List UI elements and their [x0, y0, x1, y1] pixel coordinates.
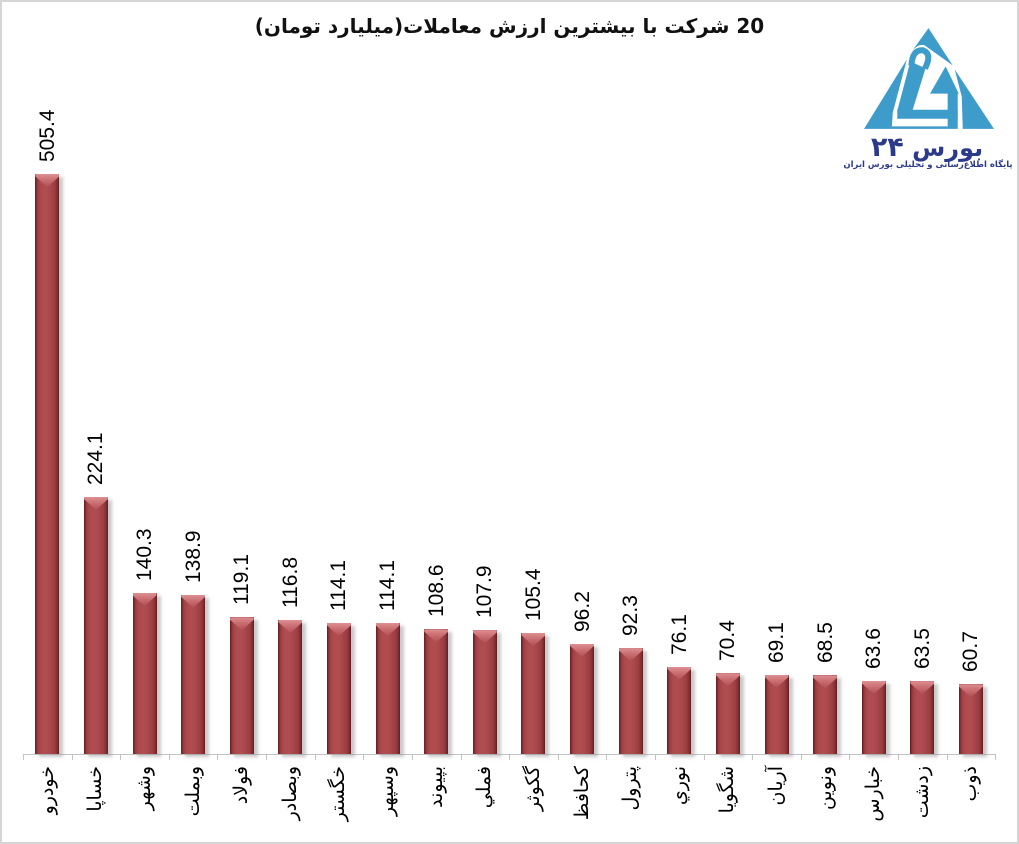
chart-title: 20 شرکت با بیشترین ارزش معاملات(میلیارد …: [254, 14, 765, 38]
bar: [229, 617, 254, 754]
logo-tagline: پایگاه اطلاع‌رسانی و تحلیلی بورس ایران: [843, 160, 1013, 170]
x-axis-tick: [71, 754, 73, 760]
bar-category-label: وبملت: [181, 766, 204, 817]
x-axis-tick: [849, 754, 851, 760]
bar: [181, 594, 206, 754]
bar-category-label: کحافظ: [570, 766, 593, 821]
x-axis-tick: [898, 754, 900, 760]
bar-value-label: 138.9: [181, 530, 205, 583]
bar-category-label: ذوب: [959, 766, 982, 802]
x-axis-tick: [217, 754, 219, 760]
logo-shape: [908, 47, 932, 70]
logo-triangle-icon: [864, 28, 994, 129]
x-axis-tick: [557, 754, 559, 760]
bar: [521, 633, 546, 754]
x-axis-tick: [606, 754, 608, 760]
bar-category-label: نوري: [667, 766, 690, 806]
x-axis-tick: [995, 754, 997, 760]
bar-value-label: 140.3: [133, 528, 157, 581]
bar-value-label: 70.4: [716, 620, 740, 662]
bar: [813, 675, 838, 754]
bar: [83, 496, 108, 754]
bar-value-label: 114.1: [327, 560, 351, 612]
x-axis-tick: [752, 754, 754, 760]
bar: [861, 681, 886, 754]
logo-shape: [864, 59, 907, 129]
bar-value-label: 63.6: [862, 628, 886, 669]
bar: [958, 684, 983, 754]
bar: [35, 174, 60, 754]
bar: [278, 619, 303, 754]
bar-category-label: شگویا: [716, 766, 739, 814]
bar-value-label: 96.2: [570, 590, 594, 632]
x-axis-tick: [509, 754, 511, 760]
bar-category-label: خساپا: [84, 766, 107, 812]
bar-category-label: زدشت: [910, 766, 933, 819]
bar-category-label: گکوثر: [521, 766, 544, 812]
x-axis-tick: [23, 754, 24, 760]
x-axis-tick: [703, 754, 705, 760]
bar: [570, 643, 595, 754]
bar-category-label: وشهر: [133, 766, 156, 811]
x-axis-tick: [460, 754, 462, 760]
bar-category-label: فولاد: [230, 766, 253, 805]
bar-value-label: 92.3: [619, 595, 643, 637]
logo-brand-text: بورس ۲۴: [832, 132, 1017, 164]
bar-value-label: 107.9: [473, 565, 497, 619]
bar-value-label: 116.8: [278, 556, 302, 608]
bar-value-label: 119.1: [230, 554, 254, 606]
logo-shape: [897, 61, 926, 111]
x-axis-tick: [168, 754, 170, 760]
bar-value-label: 224.1: [84, 432, 108, 485]
logo-shape: [891, 126, 948, 129]
bar: [424, 629, 449, 754]
x-axis-tick: [946, 754, 948, 760]
logo-shape: [910, 28, 953, 66]
bar-value-label: 68.5: [813, 622, 837, 664]
bar-category-label: آریان: [765, 766, 788, 806]
bar-value-label: 76.1: [667, 613, 691, 655]
bourse24-logo: [864, 28, 994, 129]
logo-shape: [954, 69, 994, 129]
bar-category-label: بپیوند: [424, 766, 447, 808]
logo-brand-number: ۲۴: [870, 132, 904, 163]
logo-brand-word: بورس: [912, 134, 984, 162]
bar-category-label: خودرو: [35, 766, 58, 815]
logo-shape: [947, 92, 958, 129]
logo-shape: [897, 109, 958, 119]
bar-category-label: ونوین: [813, 766, 836, 811]
bar-category-label: وسپهر: [376, 766, 399, 817]
bar-category-label: پترول: [619, 766, 642, 811]
bar-value-label: 63.5: [910, 628, 934, 670]
bar-category-label: خگستر: [327, 766, 350, 822]
bar: [132, 592, 157, 754]
x-axis-tick: [266, 754, 268, 760]
bar-category-label: خبارس: [862, 766, 885, 822]
bar-value-label: 108.6: [424, 564, 448, 618]
x-axis-tick: [654, 754, 656, 760]
x-axis-tick: [411, 754, 413, 760]
bar: [618, 648, 643, 754]
bar: [910, 681, 935, 754]
x-axis-tick: [800, 754, 802, 760]
logo-shape: [930, 66, 959, 94]
bar: [472, 630, 497, 754]
bar-value-label: 69.1: [765, 621, 789, 663]
x-axis-tick: [363, 754, 365, 760]
bar-value-label: 60.7: [959, 631, 983, 673]
bar-category-label: فملي: [473, 766, 496, 809]
bar: [667, 666, 692, 754]
bar-value-label: 105.4: [521, 568, 545, 622]
bar: [764, 674, 789, 754]
bar: [375, 623, 400, 754]
bar: [715, 673, 740, 754]
bar-category-label: وبصادر: [278, 766, 301, 821]
bar-value-label: 114.1: [376, 560, 400, 612]
bar-value-label: 505.4: [35, 109, 59, 162]
x-axis-tick: [314, 754, 316, 760]
bar: [326, 623, 351, 754]
x-axis-tick: [120, 754, 122, 760]
